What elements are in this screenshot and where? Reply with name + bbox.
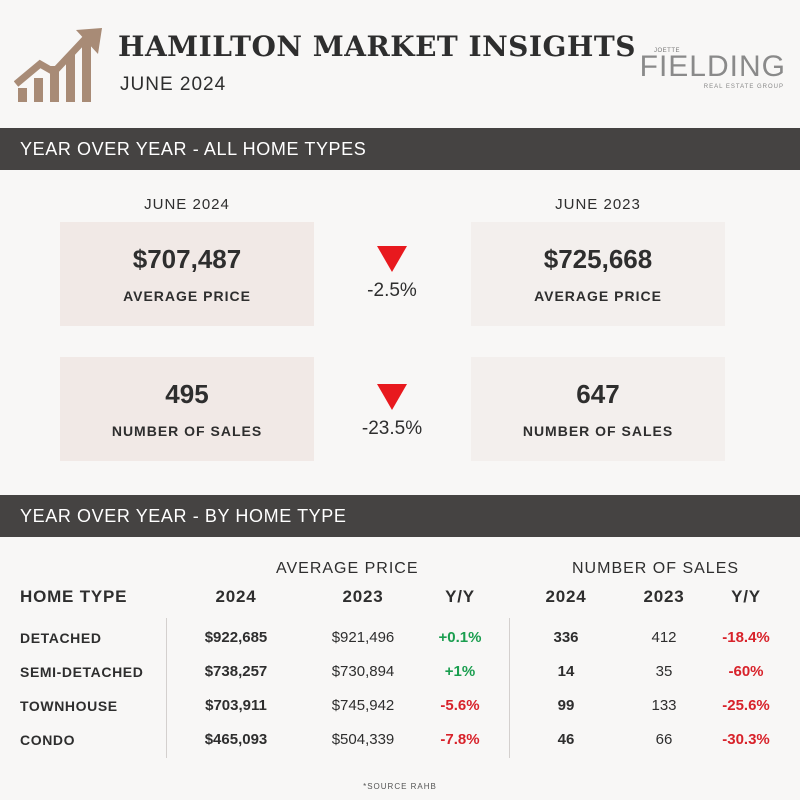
- row-price-2023: $730,894: [331, 663, 395, 680]
- row-price-2023: $504,339: [331, 731, 395, 748]
- previous-period-label: JUNE 2023: [555, 196, 641, 213]
- source-note: *SOURCE RAHB: [363, 782, 437, 791]
- column-header-sales-yy: Y/Y: [731, 587, 761, 606]
- row-price-2024: $738,257: [204, 663, 268, 680]
- average-price-change: -2.5%: [332, 246, 452, 302]
- column-header-price-2024: 2024: [215, 587, 257, 606]
- row-price-yy: -5.6%: [440, 697, 480, 714]
- brand-small-text: JOETTE: [654, 48, 681, 54]
- row-price-2023: $745,942: [331, 697, 395, 714]
- change-percent: -2.5%: [367, 280, 417, 301]
- header: HAMILTON MARKET INSIGHTS JUNE 2024 JOETT…: [0, 0, 800, 128]
- change-percent: -23.5%: [361, 418, 423, 439]
- column-header-price-yy: Y/Y: [445, 587, 475, 606]
- row-sales-2024: 99: [557, 697, 575, 714]
- row-sales-2023: 133: [651, 697, 677, 714]
- page-title: HAMILTON MARKET INSIGHTS: [118, 30, 636, 63]
- row-sales-yy: -60%: [728, 663, 764, 680]
- column-header-sales-2023: 2023: [643, 587, 685, 606]
- row-home-type: TOWNHOUSE: [20, 698, 118, 714]
- row-price-2024: $465,093: [204, 731, 268, 748]
- column-divider: [509, 618, 510, 758]
- row-home-type: DETACHED: [20, 630, 102, 646]
- row-home-type: CONDO: [20, 732, 76, 748]
- sales-change: -23.5%: [332, 384, 452, 440]
- row-price-2024: $703,911: [205, 697, 267, 714]
- row-price-yy: +1%: [444, 663, 476, 680]
- current-sales-card: 495 NUMBER OF SALES: [60, 357, 314, 461]
- row-price-yy: -7.8%: [440, 731, 480, 748]
- row-price-2023: $921,496: [331, 629, 395, 646]
- row-price-2024: $922,685: [204, 629, 268, 646]
- row-sales-2023: 66: [655, 731, 673, 748]
- section-header-by-type: YEAR OVER YEAR - BY HOME TYPE: [0, 495, 800, 537]
- column-header-price-2023: 2023: [342, 587, 384, 606]
- metric-label: NUMBER OF SALES: [522, 423, 674, 439]
- metric-label: AVERAGE PRICE: [123, 288, 251, 304]
- metric-label: NUMBER OF SALES: [111, 423, 263, 439]
- row-sales-2023: 412: [651, 629, 677, 646]
- down-triangle-icon: [377, 246, 407, 272]
- current-sales: 495: [165, 379, 209, 409]
- brand-name: FIELDING: [639, 50, 786, 83]
- page-subtitle: JUNE 2024: [120, 74, 227, 95]
- growth-chart-icon: [14, 28, 102, 102]
- previous-average-price: $725,668: [543, 244, 653, 274]
- previous-average-price-card: $725,668 AVERAGE PRICE: [471, 222, 725, 326]
- metric-label: AVERAGE PRICE: [534, 288, 662, 304]
- down-triangle-icon: [377, 384, 407, 410]
- row-price-yy: +0.1%: [438, 629, 482, 646]
- current-period-label: JUNE 2024: [144, 196, 230, 213]
- current-average-price-card: $707,487 AVERAGE PRICE: [60, 222, 314, 326]
- group-header-number-of-sales: NUMBER OF SALES: [572, 560, 740, 577]
- row-sales-yy: -18.4%: [722, 629, 770, 646]
- previous-sales: 647: [576, 379, 620, 409]
- row-home-type: SEMI-DETACHED: [20, 664, 144, 680]
- brand-logo: JOETTE FIELDING REAL ESTATE GROUP: [640, 48, 786, 92]
- section-header-all-types: YEAR OVER YEAR - ALL HOME TYPES: [0, 128, 800, 170]
- current-average-price: $707,487: [132, 244, 242, 274]
- row-sales-yy: -25.6%: [722, 697, 770, 714]
- previous-sales-card: 647 NUMBER OF SALES: [471, 357, 725, 461]
- row-sales-2024: 336: [553, 629, 579, 646]
- column-divider: [166, 618, 167, 758]
- row-sales-2023: 35: [655, 663, 673, 680]
- row-sales-2024: 46: [557, 731, 575, 748]
- column-header-sales-2024: 2024: [545, 587, 587, 606]
- brand-tagline: REAL ESTATE GROUP: [703, 84, 784, 90]
- row-sales-yy: -30.3%: [722, 731, 770, 748]
- column-header-home-type: HOME TYPE: [20, 587, 128, 606]
- row-sales-2024: 14: [557, 663, 575, 680]
- group-header-average-price: AVERAGE PRICE: [276, 560, 419, 577]
